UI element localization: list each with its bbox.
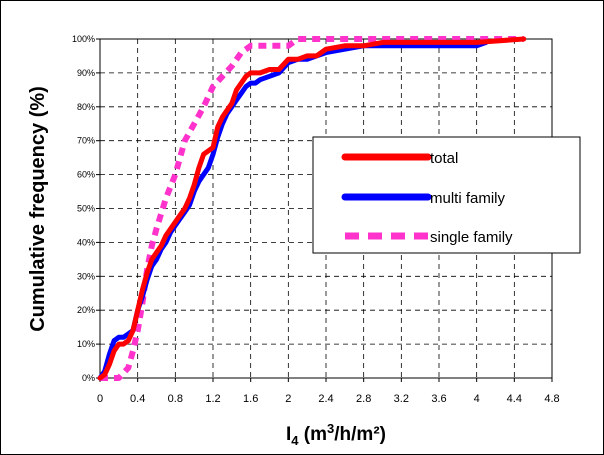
- x-tick-label: 1.6: [243, 393, 258, 405]
- x-tick-label: 4: [474, 393, 480, 405]
- x-tick-label: 0.8: [168, 393, 183, 405]
- y-axis-ticks: 0% 10% 20% 30% 40% 50% 60% 70% 80% 90% 100%: [72, 34, 100, 383]
- x-tick-label: 2: [285, 393, 291, 405]
- y-tick-label: 20%: [77, 305, 95, 315]
- y-tick-label: 100%: [72, 34, 95, 44]
- x-axis-title-pre: (m: [299, 424, 328, 445]
- series-line-total: [97, 36, 527, 381]
- x-tick-label: 0: [97, 393, 103, 405]
- y-axis-title: Cumulative frequency (%): [27, 86, 49, 332]
- y-tick-label: 60%: [77, 170, 95, 180]
- x-axis-title: I4 (m3/h/m²): [286, 421, 386, 448]
- x-tick-label: 2.4: [318, 393, 333, 405]
- y-tick-label: 70%: [77, 136, 95, 146]
- y-tick-label: 50%: [77, 204, 95, 214]
- y-tick-label: 80%: [77, 102, 95, 112]
- y-tick-label: 0%: [82, 373, 95, 383]
- series-lines: [97, 36, 527, 381]
- y-tick-label: 10%: [77, 339, 95, 349]
- y-tick-label: 40%: [77, 237, 95, 247]
- legend-label-total: total: [430, 150, 458, 167]
- x-axis-title-post: /h/m²): [334, 424, 386, 445]
- x-tick-label: 4.4: [507, 393, 522, 405]
- y-tick-label: 30%: [77, 271, 95, 281]
- x-tick-label: 0.4: [130, 393, 145, 405]
- x-tick-label: 3.6: [431, 393, 446, 405]
- x-tick-label: 3.2: [394, 393, 409, 405]
- x-axis-title-sup: 3: [327, 421, 334, 436]
- x-axis-title-sub: 4: [291, 433, 299, 448]
- legend-label-single-family: single family: [430, 229, 513, 246]
- x-tick-label: 4.8: [544, 393, 559, 405]
- x-axis-title-main: I: [286, 424, 291, 445]
- grid: [100, 39, 552, 378]
- x-axis-ticks: 0 0.4 0.8 1.2 1.6 2 2.4 2.8 3.2 3.6 4 4.4 4.8: [97, 378, 560, 405]
- y-tick-label: 90%: [77, 68, 95, 78]
- x-tick-label: 1.2: [205, 393, 220, 405]
- x-tick-label: 2.8: [356, 393, 371, 405]
- legend-label-multi-family: multi family: [430, 190, 506, 207]
- legend: total multi family single family: [312, 136, 581, 254]
